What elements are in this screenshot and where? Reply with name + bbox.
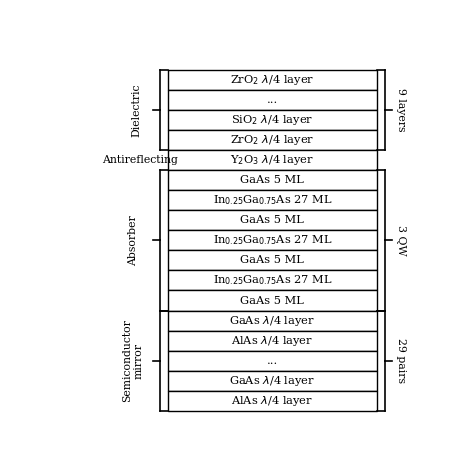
- Text: ZrO$_2$ $\lambda$/4 layer: ZrO$_2$ $\lambda$/4 layer: [230, 73, 314, 87]
- Bar: [168, 310, 377, 330]
- Text: AlAs $\lambda$/4 layer: AlAs $\lambda$/4 layer: [231, 334, 313, 347]
- Text: Dielectric: Dielectric: [131, 83, 141, 137]
- Bar: [168, 170, 377, 190]
- Bar: [168, 230, 377, 250]
- Text: GaAs 5 ML: GaAs 5 ML: [240, 175, 304, 185]
- Bar: [168, 90, 377, 110]
- Text: SiO$_2$ $\lambda$/4 layer: SiO$_2$ $\lambda$/4 layer: [231, 113, 313, 127]
- Text: ZrO$_2$ $\lambda$/4 layer: ZrO$_2$ $\lambda$/4 layer: [230, 133, 314, 147]
- Bar: [168, 270, 377, 291]
- Bar: [168, 190, 377, 210]
- Bar: [168, 130, 377, 150]
- Text: Absorber: Absorber: [128, 215, 138, 265]
- Text: Antireflecting: Antireflecting: [102, 155, 178, 165]
- Bar: [168, 351, 377, 371]
- Text: GaAs $\lambda$/4 layer: GaAs $\lambda$/4 layer: [229, 314, 315, 328]
- Bar: [168, 250, 377, 270]
- Text: ...: ...: [267, 356, 278, 366]
- Bar: [168, 70, 377, 90]
- Text: GaAs $\lambda$/4 layer: GaAs $\lambda$/4 layer: [229, 374, 315, 388]
- Text: 3 QW: 3 QW: [396, 225, 406, 255]
- Text: 29 pairs: 29 pairs: [396, 338, 406, 383]
- Text: GaAs 5 ML: GaAs 5 ML: [240, 255, 304, 265]
- Text: GaAs 5 ML: GaAs 5 ML: [240, 295, 304, 306]
- Bar: [168, 110, 377, 130]
- Text: In$_{0.25}$Ga$_{0.75}$As 27 ML: In$_{0.25}$Ga$_{0.75}$As 27 ML: [212, 273, 332, 287]
- Text: In$_{0.25}$Ga$_{0.75}$As 27 ML: In$_{0.25}$Ga$_{0.75}$As 27 ML: [212, 233, 332, 247]
- Text: Y$_2$O$_3$ $\lambda$/4 layer: Y$_2$O$_3$ $\lambda$/4 layer: [230, 153, 314, 167]
- Bar: [168, 210, 377, 230]
- Text: ...: ...: [267, 95, 278, 105]
- Text: AlAs $\lambda$/4 layer: AlAs $\lambda$/4 layer: [231, 394, 313, 408]
- Text: Semiconductor
mirror: Semiconductor mirror: [122, 319, 144, 402]
- Text: GaAs 5 ML: GaAs 5 ML: [240, 215, 304, 225]
- Bar: [168, 391, 377, 411]
- Text: 9 layers: 9 layers: [396, 88, 406, 132]
- Bar: [168, 150, 377, 170]
- Text: In$_{0.25}$Ga$_{0.75}$As 27 ML: In$_{0.25}$Ga$_{0.75}$As 27 ML: [212, 193, 332, 207]
- Bar: [168, 331, 377, 351]
- Bar: [168, 371, 377, 391]
- Bar: [168, 291, 377, 310]
